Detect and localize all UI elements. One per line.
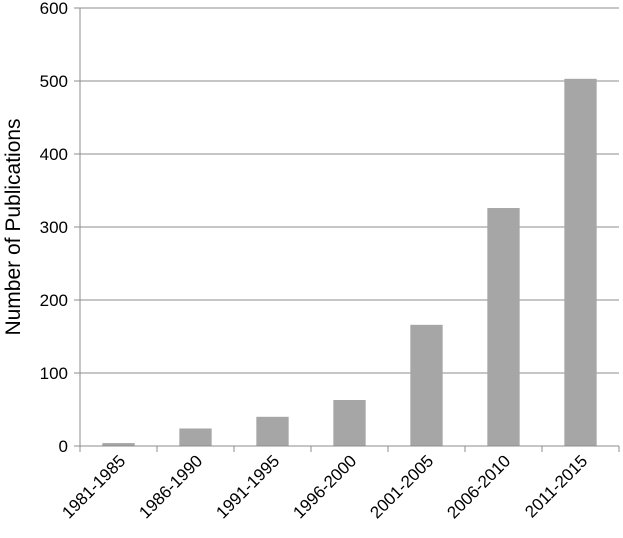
y-tick-label: 400	[40, 145, 68, 164]
x-tick-label: 2011-2015	[521, 451, 591, 521]
x-tick-label: 1991-1995	[212, 451, 283, 522]
y-axis-label: Number of Publications	[2, 118, 25, 335]
x-tick-label: 1996-2000	[289, 451, 360, 522]
y-tick-label: 200	[40, 291, 68, 310]
bar	[410, 324, 443, 446]
bar	[102, 443, 135, 446]
bar	[179, 428, 212, 446]
x-tick-label: 2006-2010	[443, 451, 514, 522]
x-tick-label: 2001-2005	[366, 451, 437, 522]
y-tick-label: 0	[59, 437, 68, 456]
bar	[256, 416, 289, 446]
x-tick-label: 1981-1985	[58, 451, 129, 522]
y-tick-label: 600	[40, 0, 68, 18]
bar	[564, 78, 597, 446]
x-tick-label: 1986-1990	[135, 451, 206, 522]
bar	[333, 400, 366, 446]
y-tick-label: 100	[40, 364, 68, 383]
bar	[487, 208, 520, 446]
y-tick-label: 300	[40, 218, 68, 237]
y-tick-label: 500	[40, 72, 68, 91]
